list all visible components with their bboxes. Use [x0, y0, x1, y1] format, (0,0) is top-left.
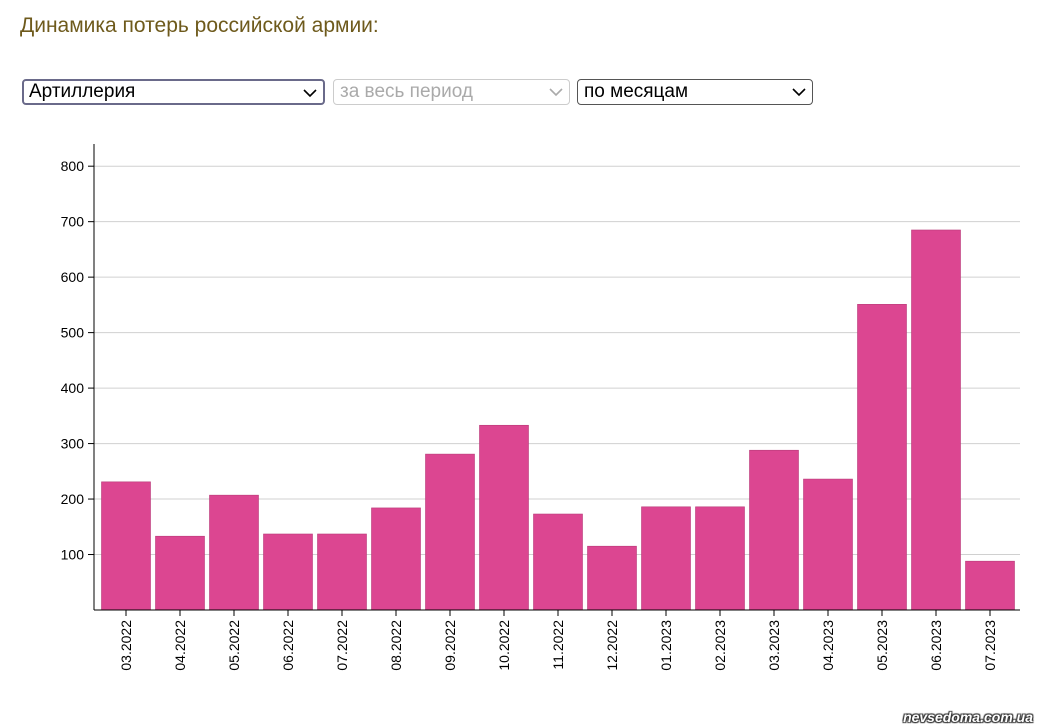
select-text: за весь период: [340, 81, 473, 102]
x-tick-label: 07.2023: [982, 620, 998, 671]
x-tick-label: 02.2023: [712, 620, 728, 671]
y-tick-label: 400: [61, 380, 85, 396]
x-tick-label: 05.2023: [874, 620, 890, 671]
chevron: [792, 88, 806, 97]
bar: [911, 229, 961, 611]
y-tick-label: 600: [61, 269, 85, 285]
bar: [425, 453, 475, 611]
chevron: [303, 89, 317, 98]
y-tick-label: 700: [61, 214, 85, 230]
bar: [263, 533, 313, 611]
grouping-select[interactable]: по месяцам: [577, 79, 813, 105]
x-tick-label: 07.2022: [334, 620, 350, 671]
bar: [317, 533, 367, 611]
x-tick-label: 06.2022: [280, 620, 296, 671]
bar: [155, 535, 205, 611]
bar: [695, 506, 745, 611]
select-text: по месяцам: [584, 81, 689, 102]
bar: [371, 507, 421, 611]
x-tick-label: 12.2022: [604, 620, 620, 671]
y-tick-label: 500: [61, 325, 85, 341]
x-tick-label: 11.2022: [550, 620, 566, 670]
x-tick-label: 10.2022: [496, 620, 512, 671]
x-tick-label: 04.2022: [172, 620, 188, 671]
y-tick-label: 100: [61, 547, 85, 563]
bar: [803, 478, 853, 611]
bar: [479, 424, 529, 611]
chevron: [549, 88, 563, 97]
page-title: Динамика потерь российской армии:: [20, 14, 379, 37]
bar: [965, 560, 1015, 611]
type-select[interactable]: Артиллерия: [22, 79, 325, 105]
x-tick-label: 01.2023: [658, 620, 674, 671]
y-tick-label: 200: [61, 491, 85, 507]
y-tick-label: 800: [61, 158, 85, 174]
bar: [641, 506, 691, 611]
x-tick-label: 08.2022: [388, 620, 404, 671]
watermark: nevsedoma.com.ua: [903, 709, 1033, 725]
bar: [749, 449, 799, 611]
x-tick-label: 09.2022: [442, 620, 458, 671]
bar: [209, 494, 259, 611]
x-tick-label: 03.2022: [118, 620, 134, 671]
x-tick-label: 03.2023: [766, 620, 782, 671]
select-text: Артиллерия: [29, 81, 136, 102]
bar: [101, 481, 151, 611]
bar: [533, 513, 583, 611]
x-tick-label: 05.2022: [226, 620, 242, 671]
bar: [857, 304, 907, 611]
x-tick-label: 04.2023: [820, 620, 836, 671]
y-tick-label: 300: [61, 436, 85, 452]
x-tick-label: 06.2023: [928, 620, 944, 671]
bar: [587, 545, 637, 611]
period-select: за весь период: [333, 79, 570, 105]
